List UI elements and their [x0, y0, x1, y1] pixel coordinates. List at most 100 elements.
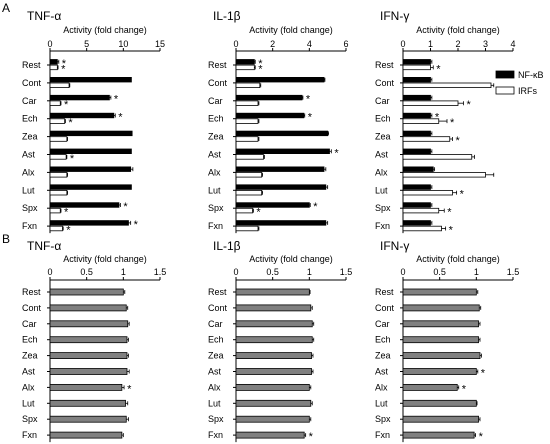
- bar-nfb: [49, 59, 58, 65]
- bar-irfs: [49, 189, 68, 196]
- panel-label-a: A: [2, 1, 10, 15]
- legend-label: NF-κB: [518, 70, 544, 80]
- bar-nfb: [402, 130, 431, 137]
- x-tick-label: 10: [118, 39, 128, 49]
- bar-activity: [235, 399, 312, 407]
- category-label: Fxn: [208, 221, 223, 231]
- chart-b-2: IL-1β Activity (fold change) 0 0.5 1 1.5 Rest C…: [208, 239, 352, 443]
- bar-irfs: [235, 189, 263, 196]
- x-tick-label: 0.5: [266, 267, 279, 277]
- significance-marker: *: [64, 207, 69, 219]
- bar-irfs: [235, 225, 259, 232]
- bar-irfs: [235, 64, 255, 71]
- x-tick-label: 6: [343, 39, 348, 49]
- bar-nfb: [402, 77, 431, 83]
- bar-nfb: [402, 59, 431, 65]
- category-label: Fxn: [22, 430, 37, 440]
- significance-marker: *: [449, 225, 454, 237]
- significance-marker: *: [460, 189, 465, 201]
- bar-activity: [49, 383, 123, 391]
- category-label: Spx: [208, 203, 224, 213]
- bar-irfs: [49, 154, 67, 160]
- category-label: Rest: [22, 60, 41, 70]
- significance-marker: *: [467, 99, 472, 111]
- significance-marker: *: [306, 94, 311, 106]
- bar-activity: [49, 352, 128, 360]
- category-label: Spx: [208, 414, 224, 424]
- x-tick-label: 1.5: [340, 267, 353, 277]
- bar-irfs: [402, 64, 431, 71]
- category-label: Ech: [375, 335, 391, 345]
- bar-activity: [402, 352, 481, 360]
- bar-activity: [49, 415, 127, 423]
- x-axis-label: Activity (fold change): [249, 254, 333, 264]
- category-label: Ast: [208, 150, 222, 160]
- bar-nfb: [49, 148, 132, 154]
- category-label: Alx: [22, 167, 35, 177]
- x-tick-label: 4: [510, 39, 515, 49]
- category-label: Lut: [375, 398, 388, 408]
- bar-activity: [235, 431, 305, 439]
- legend: NF-κB IRFs: [495, 70, 544, 96]
- bar-irfs: [49, 64, 58, 71]
- category-label: Alx: [208, 167, 221, 177]
- chart-b-3: IFN-γ Activity (fold change) 0 0.5 1 1.5 Rest C…: [375, 239, 519, 443]
- significance-marker: *: [118, 112, 123, 124]
- bar-irfs: [235, 82, 261, 88]
- x-tick-label: 1: [428, 39, 433, 49]
- chart-title: IL-1β: [213, 239, 241, 253]
- bar-nfb: [402, 184, 431, 190]
- x-tick-label: 0: [400, 267, 405, 277]
- category-label: Cont: [22, 78, 42, 88]
- category-label: Fxn: [375, 221, 390, 231]
- bar-nfb: [235, 59, 255, 65]
- category-label: Ech: [375, 114, 391, 124]
- category-label: Car: [375, 96, 390, 106]
- category-label: Zea: [22, 351, 38, 361]
- legend-label: IRFs: [518, 86, 537, 96]
- bar-nfb: [49, 166, 132, 172]
- category-label: Fxn: [208, 430, 223, 440]
- bar-nfb: [49, 202, 120, 208]
- chart-title: IFN-γ: [380, 239, 409, 253]
- bar-activity: [49, 304, 127, 312]
- x-tick-label: 0.5: [80, 267, 93, 277]
- bar-activity: [235, 368, 312, 375]
- bar-irfs: [49, 207, 61, 214]
- category-label: Ast: [208, 367, 222, 377]
- bar-nfb: [235, 202, 310, 208]
- significance-marker: *: [479, 431, 484, 443]
- bar-nfb: [49, 220, 129, 226]
- panel-label-b: B: [2, 232, 10, 246]
- category-label: Cont: [375, 78, 395, 88]
- bar-activity: [402, 399, 477, 407]
- bar-irfs: [402, 100, 459, 106]
- category-label: Alx: [375, 382, 388, 392]
- significance-marker: *: [313, 201, 318, 213]
- bar-nfb: [402, 112, 431, 119]
- bar-irfs: [402, 118, 440, 124]
- x-tick-label: 4: [307, 39, 312, 49]
- bar-irfs: [402, 189, 453, 196]
- bar-activity: [402, 304, 480, 312]
- bar-activity: [402, 383, 458, 391]
- bar-activity: [49, 368, 128, 375]
- x-tick-label: 0: [47, 267, 52, 277]
- x-axis-label: Activity (fold change): [63, 25, 147, 35]
- bar-nfb: [402, 94, 431, 101]
- category-label: Zea: [208, 351, 224, 361]
- bar-nfb: [49, 112, 115, 119]
- bar-irfs: [235, 118, 259, 124]
- bar-nfb: [49, 94, 110, 101]
- x-tick-label: 1.5: [507, 267, 520, 277]
- bar-activity: [402, 288, 477, 296]
- category-label: Cont: [208, 303, 228, 313]
- bar-activity: [235, 383, 310, 391]
- bar-irfs: [402, 136, 451, 142]
- bar-irfs: [402, 225, 442, 232]
- x-axis-label: Activity (fold change): [249, 25, 333, 35]
